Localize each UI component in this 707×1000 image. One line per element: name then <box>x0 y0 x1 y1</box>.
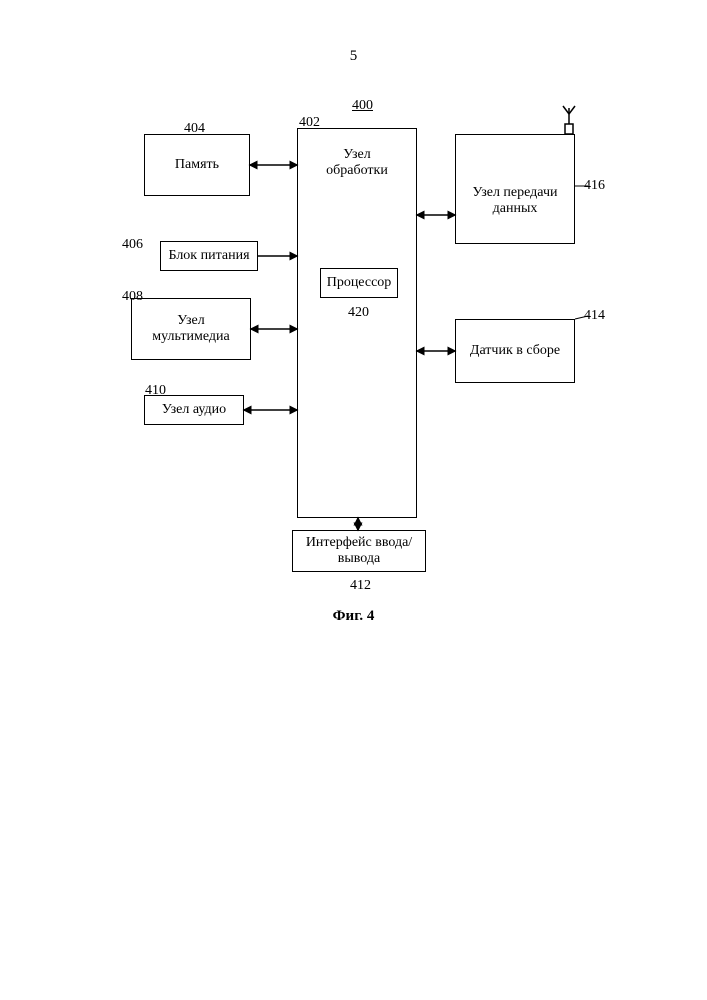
ref-410: 410 <box>145 383 166 399</box>
ref-408: 408 <box>122 289 143 305</box>
ref-402: 402 <box>299 115 320 131</box>
block-power-label: Блок питания <box>168 248 249 264</box>
patent-figure-page: { "page_number": "5", "figure_ref": "400… <box>0 0 707 1000</box>
page-number: 5 <box>0 48 707 65</box>
block-processing-label: Узелобработки <box>298 147 416 179</box>
block-io: Интерфейс ввода/вывода <box>292 530 426 572</box>
block-sensor-label: Датчик в сборе <box>470 343 560 359</box>
ref-412: 412 <box>350 578 371 594</box>
block-processor-label: Процессор <box>327 275 392 291</box>
block-data-tx-label: Узел передачиданных <box>456 185 574 217</box>
ref-406: 406 <box>122 237 143 253</box>
ref-414: 414 <box>584 308 605 324</box>
block-audio: Узел аудио <box>144 395 244 425</box>
block-sensor: Датчик в сборе <box>455 319 575 383</box>
block-power: Блок питания <box>160 241 258 271</box>
block-memory-label: Память <box>175 157 219 173</box>
ref-416: 416 <box>584 178 605 194</box>
block-multimedia: Узелмультимедиа <box>131 298 251 360</box>
figure-ref-400: 400 <box>352 98 373 114</box>
figure-caption: Фиг. 4 <box>0 608 707 625</box>
block-memory: Память <box>144 134 250 196</box>
block-audio-label: Узел аудио <box>162 402 226 418</box>
block-processing: Узелобработки <box>297 128 417 518</box>
block-io-label: Интерфейс ввода/вывода <box>306 535 412 567</box>
ref-420: 420 <box>348 305 369 321</box>
block-processor-inner: Процессор <box>320 268 398 298</box>
block-data-tx: Узел передачиданных <box>455 134 575 244</box>
block-multimedia-label: Узелмультимедиа <box>152 313 229 345</box>
ref-404: 404 <box>184 121 205 137</box>
